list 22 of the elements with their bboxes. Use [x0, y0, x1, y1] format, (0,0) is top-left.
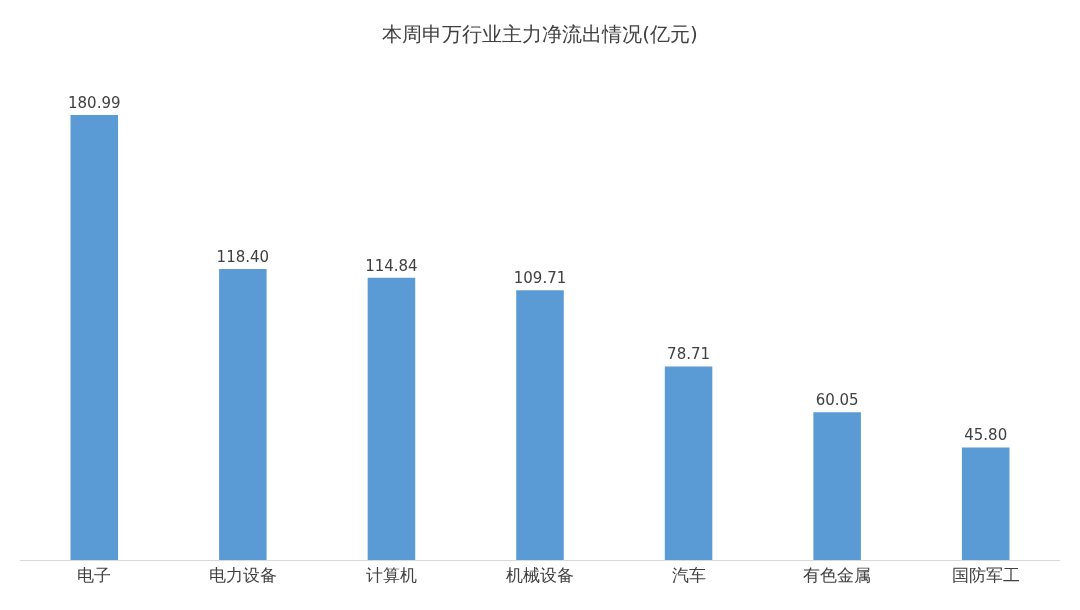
data-label: 118.40 — [216, 247, 270, 266]
x-tick-label: 电子 — [77, 565, 112, 586]
x-tick-label: 国防军工 — [951, 565, 1020, 586]
x-tick-label: 计算机 — [365, 565, 417, 586]
bar — [664, 366, 713, 560]
x-tick-label: 汽车 — [671, 565, 706, 586]
data-label: 109.71 — [513, 269, 567, 288]
data-label: 180.99 — [68, 94, 121, 112]
data-label: 114.84 — [365, 256, 418, 275]
x-tick-label: 机械设备 — [506, 565, 574, 586]
bar — [961, 447, 1010, 560]
x-tick-label: 有色金属 — [803, 565, 872, 586]
data-label: 60.05 — [815, 391, 859, 410]
chart-title: 本周申万行业主力净流出情况(亿元) — [382, 22, 698, 47]
bar — [219, 268, 267, 560]
data-label: 78.71 — [667, 345, 711, 364]
x-tick-label: 电力设备 — [208, 565, 277, 586]
data-label: 45.80 — [964, 426, 1008, 445]
bar — [813, 412, 861, 560]
bar — [516, 290, 564, 560]
bar — [70, 115, 119, 560]
bar — [367, 277, 416, 560]
